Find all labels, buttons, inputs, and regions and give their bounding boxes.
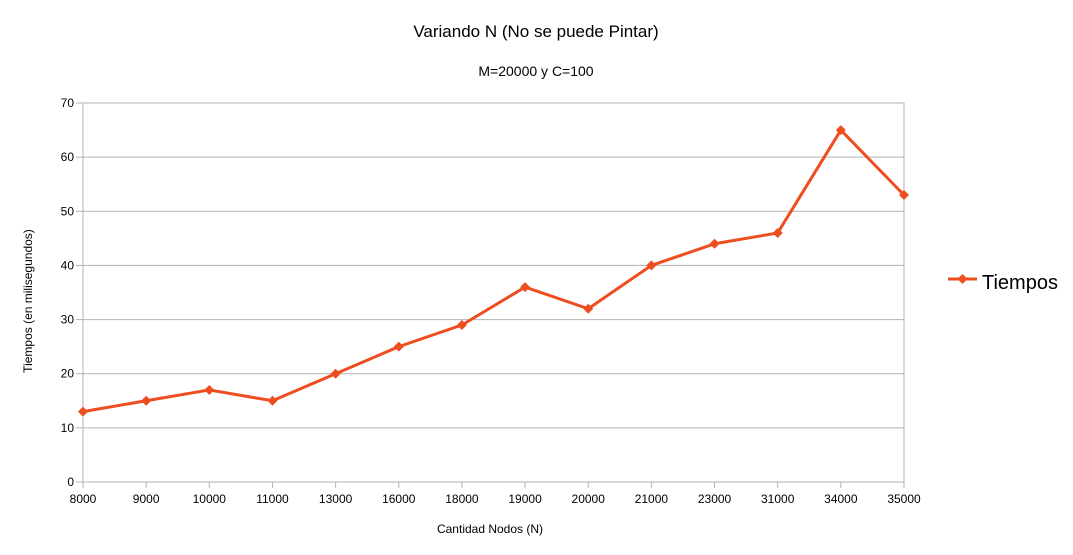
x-tick-label: 20000 (572, 492, 606, 506)
x-tick-label: 11000 (256, 492, 289, 506)
data-point (393, 341, 404, 352)
plot-area (82, 102, 905, 483)
legend-marker (957, 274, 968, 284)
x-tick-label: 21000 (635, 492, 669, 506)
data-point (772, 227, 783, 238)
y-tick-label: 0 (67, 475, 74, 489)
legend-label: Tiempos (982, 272, 1058, 294)
x-tick-label: 9000 (133, 492, 160, 506)
x-tick-label: 19000 (508, 492, 542, 506)
chart-title: Variando N (No se puede Pintar) (413, 22, 658, 41)
y-tick-label: 40 (61, 258, 75, 272)
x-tick-label: 35000 (887, 492, 921, 506)
legend: Tiempos (948, 272, 1058, 294)
y-tick-label: 70 (61, 96, 75, 110)
y-tick-label: 10 (61, 421, 75, 435)
y-tick-label: 50 (61, 204, 75, 218)
x-tick-label: 31000 (761, 492, 795, 506)
data-point (899, 190, 909, 201)
data-point (520, 282, 531, 293)
data-point (646, 260, 657, 271)
data-point (78, 406, 88, 417)
y-tick-label: 60 (61, 150, 75, 164)
series-line (82, 128, 906, 414)
x-axis-ticks: 8000 9000 10000 11000 13000 16000 18000 19000 20… (70, 482, 921, 506)
data-point (141, 395, 152, 406)
y-tick-label: 20 (61, 367, 75, 381)
x-tick-label: 16000 (382, 492, 416, 506)
x-tick-label: 8000 (70, 492, 97, 506)
y-axis-ticks: 0 10 20 30 40 50 60 70 (61, 96, 83, 489)
data-point (330, 368, 341, 379)
data-point (267, 395, 278, 406)
data-point (709, 238, 720, 249)
x-tick-label: 13000 (319, 492, 353, 506)
x-axis-label: Cantidad Nodos (N) (437, 522, 543, 536)
data-point (204, 384, 215, 395)
chart-subtitle: M=20000 y C=100 (478, 63, 593, 79)
x-tick-label: 10000 (193, 492, 227, 506)
y-axis-label: Tiempos (en milisegundos) (21, 229, 35, 373)
data-point (835, 125, 846, 136)
data-point (583, 303, 594, 314)
x-tick-label: 34000 (824, 492, 858, 506)
x-tick-label: 18000 (445, 492, 479, 506)
y-tick-label: 30 (61, 313, 75, 327)
gridlines (83, 102, 904, 483)
x-tick-label: 23000 (698, 492, 732, 506)
series-layer (78, 125, 909, 417)
data-point (456, 319, 467, 330)
